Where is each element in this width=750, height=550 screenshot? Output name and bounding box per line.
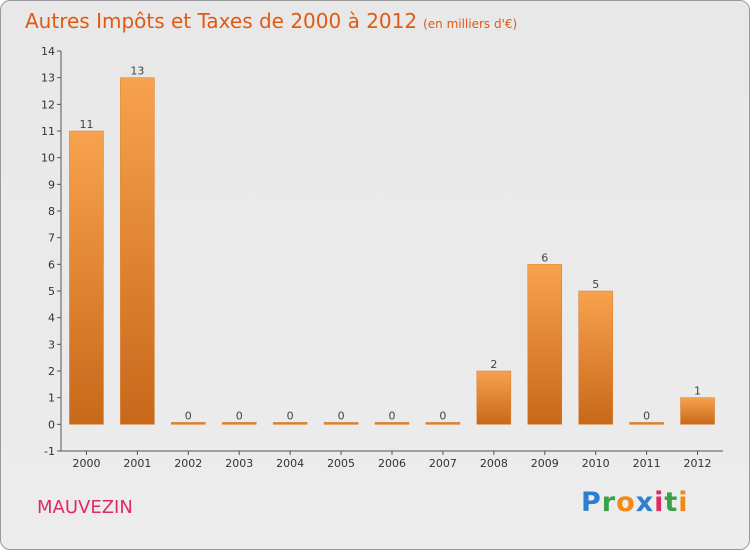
chart-labels: 11 13 0 0 0 0 0 0 2 6 5 0 1 [79, 65, 701, 423]
y-tick-label: 10 [41, 152, 55, 165]
y-tick-label: 12 [41, 98, 55, 111]
bar-value-label: 0 [338, 409, 345, 422]
x-tick-label: 2001 [123, 457, 151, 470]
bar [578, 290, 613, 425]
bar [527, 264, 563, 425]
bar-value-label: 0 [287, 409, 294, 422]
bar-value-label: 13 [130, 65, 144, 78]
y-tick-label: 6 [48, 258, 55, 271]
x-tick-label: 2006 [378, 457, 406, 470]
y-tick-label: 1 [48, 392, 55, 405]
y-tick-label: 9 [48, 178, 55, 191]
x-tick-label: 2003 [225, 457, 253, 470]
chart-unit: (en milliers d'€) [423, 17, 518, 31]
chart-title-text: Autres Impôts et Taxes de 2000 à 2012 [25, 9, 418, 33]
y-tick-label: 11 [41, 125, 55, 138]
y-tick-label: 13 [41, 72, 55, 85]
x-tick-label: 2008 [480, 457, 508, 470]
x-tick-label: 2011 [633, 457, 661, 470]
bar [221, 422, 257, 425]
bar-value-label: 0 [643, 409, 650, 422]
chart-title: Autres Impôts et Taxes de 2000 à 2012 (en… [25, 9, 517, 33]
y-tick-label: 7 [48, 232, 55, 245]
bar [171, 422, 206, 425]
bar-value-label: 11 [79, 118, 93, 131]
y-tick-label: 3 [48, 338, 55, 351]
x-tick-label: 2007 [429, 457, 457, 470]
bar-value-label: 0 [236, 409, 243, 422]
bar [476, 370, 512, 425]
bar-value-label: 0 [439, 409, 446, 422]
x-tick-label: 2000 [72, 457, 100, 470]
y-tick-label: -1 [44, 445, 55, 458]
x-tick-label: 2009 [531, 457, 559, 470]
bar [323, 422, 359, 425]
proxiti-logo: Proxiti [581, 487, 689, 518]
x-tick-label: 2004 [276, 457, 304, 470]
y-tick-label: 14 [41, 45, 55, 58]
bar-value-label: 5 [592, 278, 599, 291]
y-tick-label: 2 [48, 365, 55, 378]
bar-value-label: 1 [694, 385, 701, 398]
bar [69, 130, 104, 425]
bar [680, 397, 715, 425]
commune-name: MAUVEZIN [37, 497, 133, 518]
bar-value-label: 6 [541, 251, 548, 264]
bar [425, 422, 461, 425]
y-tick-label: 0 [48, 418, 55, 431]
y-tick-label: 8 [48, 205, 55, 218]
x-tick-label: 2005 [327, 457, 355, 470]
bar [629, 422, 664, 425]
x-tick-label: 2012 [684, 457, 712, 470]
chart-bars [69, 77, 715, 425]
bar [120, 77, 155, 425]
y-tick-label: 5 [48, 285, 55, 298]
y-tick-label: 4 [48, 312, 55, 325]
bar-value-label: 2 [490, 358, 497, 371]
x-tick-label: 2010 [582, 457, 610, 470]
bar [374, 422, 410, 425]
bar-value-label: 0 [185, 409, 192, 422]
bar-value-label: 0 [389, 409, 396, 422]
bar [272, 422, 308, 425]
x-tick-label: 2002 [174, 457, 202, 470]
